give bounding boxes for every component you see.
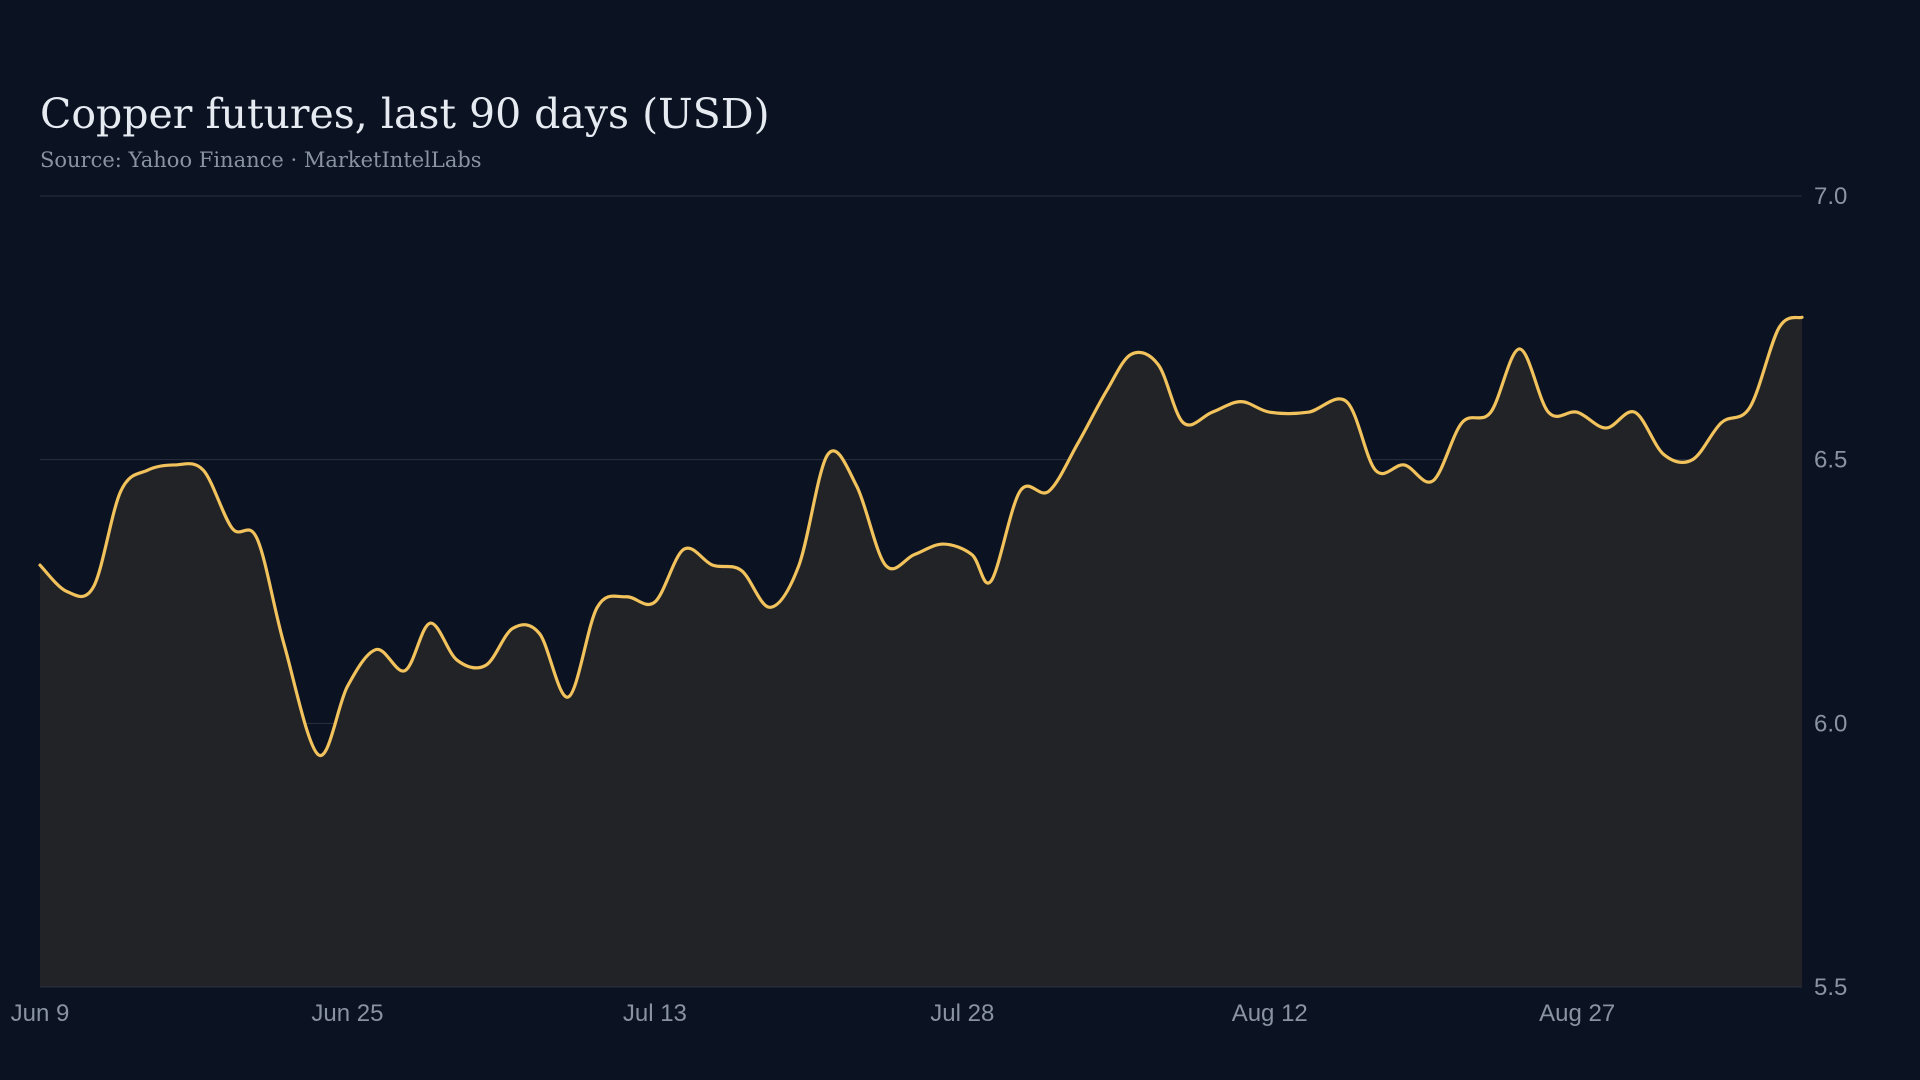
y-tick-label: 7.0 xyxy=(1814,183,1847,210)
x-tick-label: Jul 13 xyxy=(623,1000,687,1027)
x-tick-label: Aug 12 xyxy=(1232,1000,1308,1027)
x-tick-label: Jun 9 xyxy=(11,1000,70,1027)
plot-area xyxy=(38,315,1804,988)
area-fill xyxy=(40,317,1802,988)
chart-subtitle: Source: Yahoo Finance · MarketIntelLabs xyxy=(40,148,482,172)
x-tick-label: Aug 27 xyxy=(1539,1000,1615,1027)
price-line xyxy=(38,315,1804,757)
y-axis: 5.5 6.0 6.5 7.0 xyxy=(1814,183,1847,1001)
y-tick-label: 6.0 xyxy=(1814,710,1847,737)
y-tick-label: 6.5 xyxy=(1814,447,1847,474)
y-tick-label: 5.5 xyxy=(1814,974,1847,1001)
chart-title: Copper futures, last 90 days (USD) xyxy=(40,90,770,138)
x-tick-label: Jun 25 xyxy=(311,1000,383,1027)
x-axis: Jun 9 Jun 25 Jul 13 Jul 28 Aug 12 Aug 27 xyxy=(11,1000,1616,1027)
x-tick-label: Jul 28 xyxy=(930,1000,994,1027)
